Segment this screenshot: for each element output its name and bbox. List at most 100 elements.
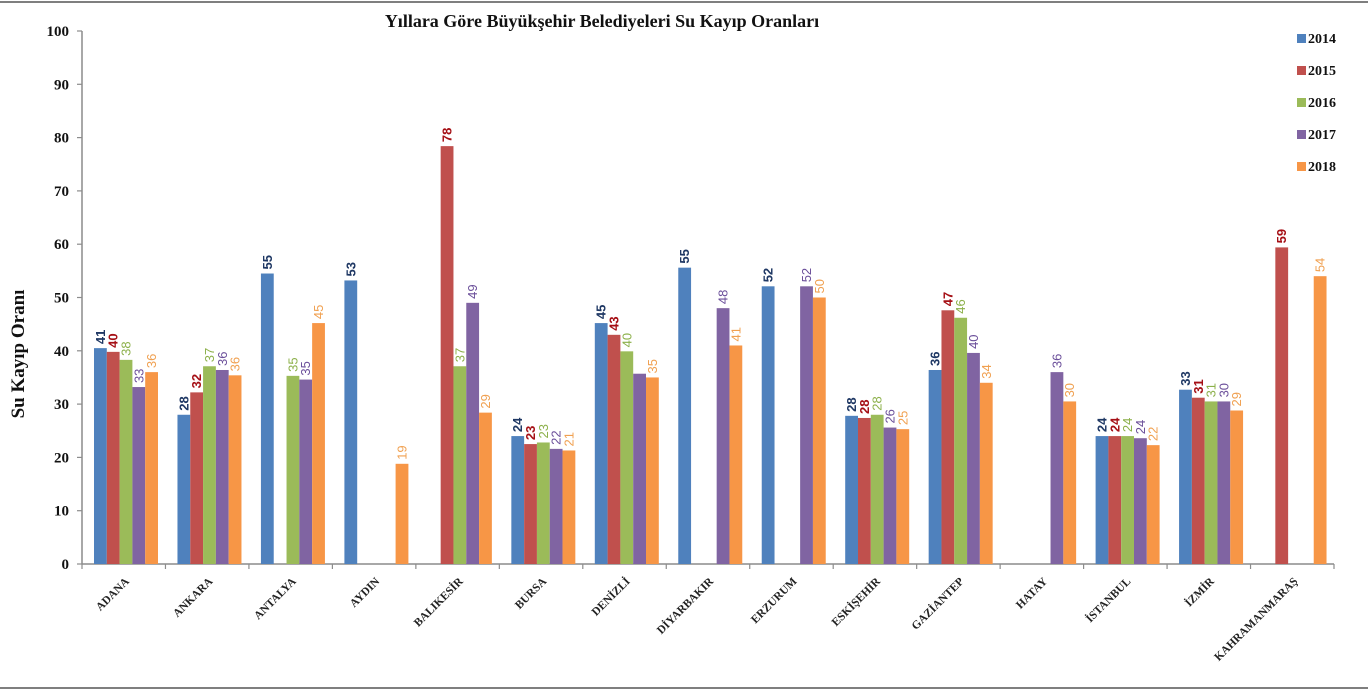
data-label: 36 [928,352,943,366]
category-label: ESKİŞEHİR [828,574,883,629]
y-tick-label: 40 [54,344,69,360]
data-label: 32 [189,374,204,388]
bar-2015-adana [106,351,120,564]
data-label: 33 [1178,371,1193,385]
bar-2014-i̇stanbul [1095,436,1109,564]
data-label: 25 [895,411,910,425]
category-label: GAZİANTEP [908,574,966,632]
legend: 2014 2015 2016 2017 2018 [1297,32,1336,175]
bar-2014-deni̇zli̇ [594,323,608,564]
bar-2017-ankara [215,369,229,564]
y-tick-label: 90 [54,77,69,93]
category-label: İZMİR [1182,574,1218,610]
data-label: 28 [844,397,859,411]
chart-title: Yıllara Göre Büyükşehir Belediyeleri Su … [385,11,819,31]
data-label: 31 [1191,379,1206,393]
bar-2016-deni̇zli̇ [620,351,634,564]
bar-2018-aydin [395,463,409,564]
data-label: 24 [1120,418,1135,432]
data-label: 53 [343,262,358,276]
category-label: DENİZLİ [588,574,633,619]
category-label: BURSA [513,575,550,612]
bar-2015-balikesi̇r [440,146,454,565]
legend-label: 2015 [1308,64,1336,79]
data-label: 34 [979,364,994,378]
bar-2015-bursa [524,444,537,564]
data-label: 29 [1229,392,1244,406]
bar-2015-i̇stanbul [1108,436,1122,564]
data-label: 59 [1274,229,1289,243]
bar-2018-gazi̇antep [979,382,993,564]
y-tick-label: 20 [54,450,69,466]
data-label: 38 [119,341,134,355]
bar-2014-gazi̇antep [928,369,942,564]
bar-2014-bursa [511,436,525,564]
data-label: 36 [228,357,243,371]
category-label: HATAY [1014,575,1050,611]
data-label: 46 [953,299,968,313]
data-label: 36 [1049,354,1064,368]
data-label: 55 [260,255,275,269]
bar-2018-adana [145,372,158,564]
bar-2016-antalya [286,375,300,564]
bar-2017-balikesi̇r [466,302,480,564]
category-label: AYDIN [348,575,383,610]
bar-2015-ankara [190,392,204,564]
bar-2017-i̇stanbul [1134,438,1147,564]
data-label: 52 [761,268,776,282]
bar-2016-balikesi̇r [453,366,467,564]
category-label: DİYARBAKIR [654,574,717,637]
category-label: KAHRAMANMARAŞ [1212,576,1300,664]
data-label: 21 [561,432,576,446]
y-axis: 0 10 20 30 40 50 60 70 80 90 100 [47,24,83,573]
bar-2018-di̇yarbakir [729,345,743,564]
legend-swatch-2017 [1297,130,1306,139]
bar-2017-di̇yarbakir [716,308,730,564]
bar-2014-i̇zmi̇r [1179,389,1192,564]
legend-swatch-2016 [1297,98,1306,107]
bar-2014-erzurum [761,286,775,564]
data-label: 29 [478,394,493,408]
data-label: 41 [728,327,743,341]
data-label: 36 [144,354,159,368]
bar-2018-antalya [312,323,325,564]
bar-2014-antalya [260,273,274,564]
bar-2017-bursa [549,448,563,564]
legend-swatch-2014 [1297,34,1306,43]
data-label: 26 [883,409,898,423]
data-label: 37 [452,348,467,362]
y-tick-label: 60 [54,237,69,253]
bar-2017-adana [132,387,146,564]
data-label: 50 [812,279,827,293]
data-label: 45 [311,305,326,319]
bar-2017-i̇zmi̇r [1217,401,1231,564]
category-labels: ADANA ANKARA ANTALYA AYDIN BALIKESİR BURSA DEN… [94,574,1300,664]
data-label: 23 [523,426,538,440]
data-label: 40 [966,334,981,348]
bar-2015-i̇zmi̇r [1191,397,1205,564]
bar-2014-eski̇şehi̇r [845,415,858,564]
data-label: 33 [131,369,146,383]
bar-2018-kahramanmaraş [1313,276,1327,564]
data-label: 35 [285,357,300,371]
bar-2016-bursa [536,442,550,564]
x-axis [81,563,1335,569]
data-label: 78 [440,128,455,142]
bar-2014-aydin [344,280,358,564]
bar-2015-gazi̇antep [941,310,955,564]
data-label: 45 [594,305,609,319]
bar-2016-i̇stanbul [1121,436,1134,564]
data-label: 23 [536,424,551,438]
bar-2015-kahramanmaraş [1275,247,1289,564]
data-label: 55 [677,249,692,263]
bar-2018-i̇zmi̇r [1230,410,1244,564]
bar-2014-di̇yarbakir [678,267,692,564]
data-label: 24 [1095,417,1110,432]
legend-swatch-2015 [1297,66,1306,75]
data-label: 37 [202,348,217,362]
legend-swatch-2018 [1297,162,1306,171]
data-label: 24 [1107,417,1122,432]
data-label: 49 [465,284,480,298]
data-labels: 41 28 55 53 24 45 55 52 28 36 24 33 40 32 78 23 43 28 47 24… [93,128,1328,460]
data-label: 47 [940,292,955,306]
